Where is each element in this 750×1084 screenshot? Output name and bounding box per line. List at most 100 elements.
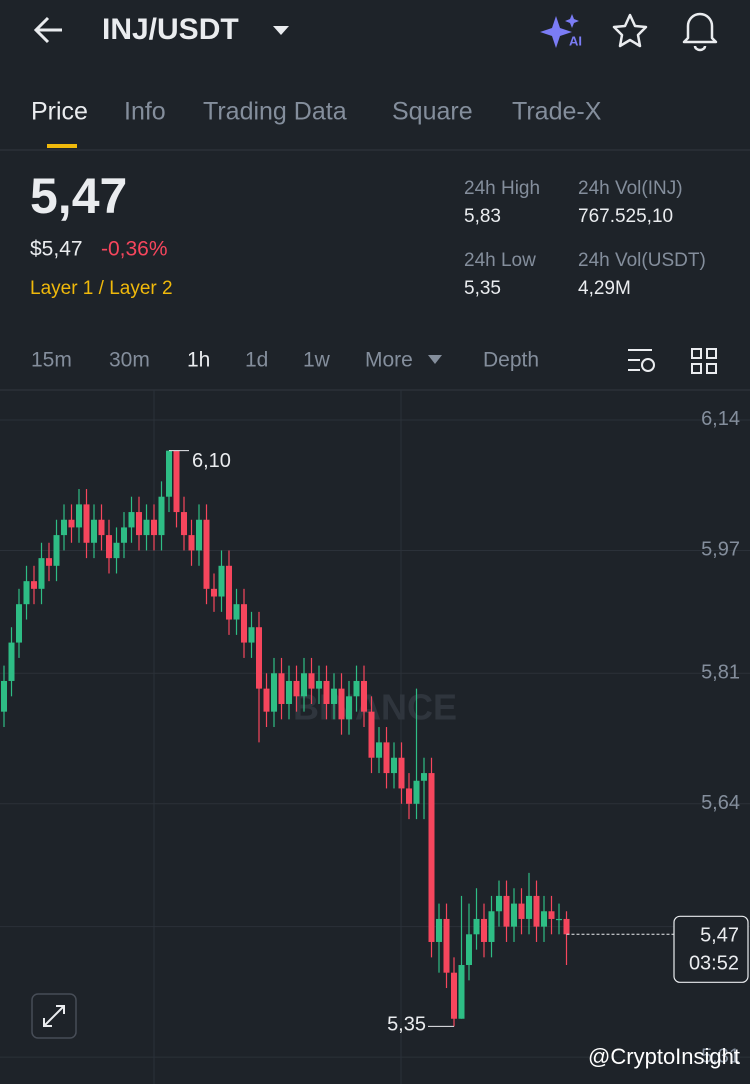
more-caret[interactable] bbox=[428, 355, 442, 364]
layout-button[interactable] bbox=[691, 348, 717, 374]
candle-body bbox=[473, 918, 480, 935]
price-change: -0,36% bbox=[101, 238, 168, 261]
candle-body bbox=[68, 519, 75, 528]
category-tag[interactable]: Layer 1 / Layer 2 bbox=[30, 278, 173, 299]
low-label: 5,35 bbox=[387, 1014, 426, 1036]
candle-body bbox=[451, 972, 457, 1019]
candle-body bbox=[533, 895, 540, 927]
candle-body bbox=[76, 504, 82, 528]
candle-body bbox=[526, 895, 532, 919]
candle-body bbox=[496, 895, 502, 912]
tab[interactable]: Info bbox=[124, 98, 166, 126]
candle-body bbox=[541, 911, 547, 927]
y-tick-label: 5,31 bbox=[701, 1045, 740, 1067]
candle-body bbox=[1, 680, 7, 712]
stat-label: 24h High bbox=[464, 178, 540, 199]
tab-indicator bbox=[47, 144, 77, 148]
interval[interactable]: Depth bbox=[483, 349, 539, 372]
candle-body bbox=[151, 519, 157, 536]
interval[interactable]: 1h bbox=[187, 349, 210, 372]
stat-label: 24h Vol(INJ) bbox=[578, 178, 683, 199]
interval[interactable]: 1d bbox=[245, 349, 268, 372]
stat-value: 4,29M bbox=[578, 278, 631, 299]
interval[interactable]: 30m bbox=[109, 349, 150, 372]
candle-body bbox=[481, 918, 487, 942]
candle-body bbox=[383, 742, 390, 774]
candle-body bbox=[83, 504, 90, 543]
candle-body bbox=[166, 450, 172, 497]
y-tick-label: 5,64 bbox=[701, 792, 740, 814]
candle-body bbox=[226, 565, 232, 620]
candle-body bbox=[233, 604, 240, 620]
candle-body bbox=[248, 627, 255, 643]
candle-body bbox=[218, 565, 225, 597]
candle-body bbox=[203, 519, 210, 589]
tab[interactable]: Price bbox=[31, 98, 88, 126]
watermark: BINANCE bbox=[293, 687, 457, 728]
candle-body bbox=[323, 680, 330, 704]
favorite-button[interactable] bbox=[612, 13, 648, 48]
candle-body bbox=[563, 918, 570, 935]
stat-value: 767.525,10 bbox=[578, 206, 673, 227]
interval[interactable]: 1w bbox=[303, 349, 331, 372]
last-price: 5,47 bbox=[30, 168, 127, 224]
back-button[interactable] bbox=[33, 16, 62, 44]
candle-body bbox=[301, 673, 307, 697]
candle-body bbox=[331, 688, 337, 704]
credit: @CryptoInsight bbox=[588, 1044, 740, 1069]
candle-body bbox=[466, 934, 472, 966]
candle-body bbox=[143, 519, 150, 536]
candle-body bbox=[271, 673, 277, 712]
candle-body bbox=[241, 604, 247, 643]
candle-body bbox=[368, 711, 375, 758]
candle-body bbox=[23, 581, 30, 605]
interval[interactable]: 15m bbox=[31, 349, 72, 372]
tab[interactable]: Trade-X bbox=[512, 98, 602, 126]
tab[interactable]: Square bbox=[392, 98, 473, 126]
candle-body bbox=[256, 627, 262, 689]
candle-body bbox=[121, 527, 127, 543]
candle-body bbox=[316, 680, 322, 689]
tab[interactable]: Trading Data bbox=[203, 98, 347, 126]
candle-body bbox=[353, 680, 360, 697]
fullscreen-icon bbox=[43, 1005, 65, 1027]
indicator-button[interactable] bbox=[628, 349, 655, 372]
ai-icon[interactable] bbox=[540, 16, 572, 48]
candle-body bbox=[413, 780, 420, 804]
candle-body bbox=[406, 788, 412, 804]
candle-body bbox=[136, 512, 142, 536]
candle-body bbox=[61, 519, 67, 536]
price-usd: $5,47 bbox=[30, 238, 83, 261]
candle-body bbox=[361, 680, 367, 712]
candle-body bbox=[158, 496, 165, 536]
interval[interactable]: More bbox=[365, 349, 413, 372]
ai-label: AI bbox=[569, 33, 582, 48]
candle-body bbox=[38, 558, 45, 589]
candle-body bbox=[376, 742, 382, 758]
candle-body bbox=[211, 588, 217, 597]
candle-body bbox=[196, 519, 202, 551]
candle-body bbox=[8, 642, 15, 681]
y-tick-label: 6,14 bbox=[701, 408, 740, 430]
candle-body bbox=[113, 542, 120, 559]
candle-body bbox=[443, 918, 450, 973]
candle-body bbox=[98, 519, 105, 536]
candle-body bbox=[128, 512, 135, 528]
candle-body bbox=[308, 673, 315, 689]
candle-body bbox=[278, 673, 285, 704]
candle-body bbox=[46, 558, 52, 566]
candle-body bbox=[398, 757, 405, 789]
y-tick-label: 5,81 bbox=[701, 662, 740, 684]
ai-sparkle bbox=[565, 14, 579, 28]
candle-body bbox=[181, 512, 187, 536]
alert-button[interactable] bbox=[682, 12, 718, 52]
candle-body bbox=[188, 535, 195, 551]
pair-caret[interactable] bbox=[273, 26, 289, 35]
candle-body bbox=[391, 757, 397, 774]
candle-body bbox=[556, 918, 562, 921]
candle-body bbox=[458, 965, 465, 1019]
stat-label: 24h Vol(USDT) bbox=[578, 250, 706, 271]
pair-title[interactable]: INJ/USDT bbox=[102, 13, 239, 46]
countdown: 03:52 bbox=[689, 953, 739, 975]
